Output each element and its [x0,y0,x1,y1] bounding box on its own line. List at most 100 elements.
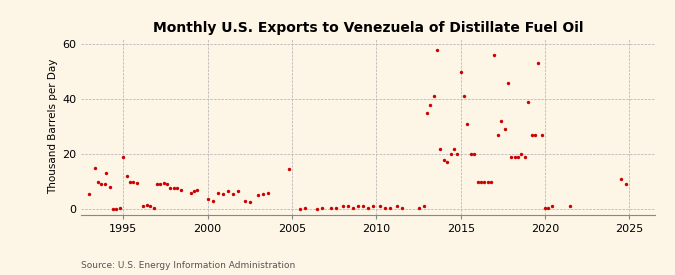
Point [151,182,162,186]
Point [499,127,510,131]
Point [162,182,173,186]
Point [244,200,255,204]
Point [452,152,463,156]
Point [107,207,119,211]
Point [89,166,100,170]
Point [495,119,506,123]
Point [239,199,250,203]
Point [358,204,369,208]
Point [165,186,176,191]
Point [222,189,234,193]
Point [300,205,310,210]
Point [513,155,524,159]
Point [212,190,223,195]
Point [342,204,353,208]
Point [547,204,558,208]
Point [439,157,450,162]
Point [367,204,378,208]
Point [188,189,200,193]
Point [185,190,196,195]
Point [526,133,537,137]
Point [379,205,390,210]
Point [263,190,274,195]
Y-axis label: Thousand Barrels per Day: Thousand Barrels per Day [48,59,58,194]
Point [362,205,373,210]
Point [142,203,153,207]
Point [421,111,432,115]
Point [175,188,186,192]
Point [232,189,243,193]
Point [540,205,551,210]
Point [385,205,396,210]
Point [84,192,95,196]
Point [258,192,269,196]
Point [466,152,477,156]
Point [621,182,632,186]
Point [138,204,148,208]
Point [312,207,323,211]
Point [104,185,115,189]
Point [441,160,452,164]
Point [428,94,439,98]
Point [148,205,159,210]
Point [317,205,328,210]
Point [392,204,402,208]
Point [446,152,456,156]
Point [117,155,128,159]
Point [506,155,517,159]
Point [520,155,531,159]
Point [99,182,110,186]
Point [337,204,348,208]
Point [347,205,358,210]
Point [217,192,228,196]
Point [202,197,213,202]
Point [485,179,496,184]
Point [502,80,513,85]
Point [462,122,472,126]
Point [374,204,385,208]
Point [435,146,446,151]
Point [158,181,169,185]
Point [155,182,166,186]
Point [352,204,363,208]
Point [122,174,132,178]
Point [489,53,500,57]
Point [516,152,526,156]
Point [475,179,486,184]
Point [529,133,540,137]
Point [509,155,520,159]
Point [448,146,459,151]
Point [171,186,182,191]
Point [543,205,554,210]
Point [284,167,294,171]
Point [616,177,626,181]
Point [144,204,155,208]
Point [479,179,489,184]
Point [533,61,544,65]
Point [468,152,479,156]
Point [131,181,142,185]
Point [325,205,336,210]
Title: Monthly U.S. Exports to Venezuela of Distillate Fuel Oil: Monthly U.S. Exports to Venezuela of Dis… [153,21,583,35]
Point [432,47,443,52]
Point [128,179,139,184]
Point [114,205,126,210]
Point [472,179,483,184]
Point [92,179,103,184]
Point [396,205,407,210]
Point [565,204,576,208]
Point [96,182,107,186]
Point [295,207,306,211]
Point [252,193,263,197]
Point [207,199,218,203]
Point [459,94,470,98]
Point [536,133,547,137]
Point [111,207,122,211]
Point [418,204,429,208]
Point [101,171,112,175]
Point [455,69,466,74]
Point [522,100,533,104]
Point [124,179,135,184]
Point [331,205,341,210]
Point [227,192,238,196]
